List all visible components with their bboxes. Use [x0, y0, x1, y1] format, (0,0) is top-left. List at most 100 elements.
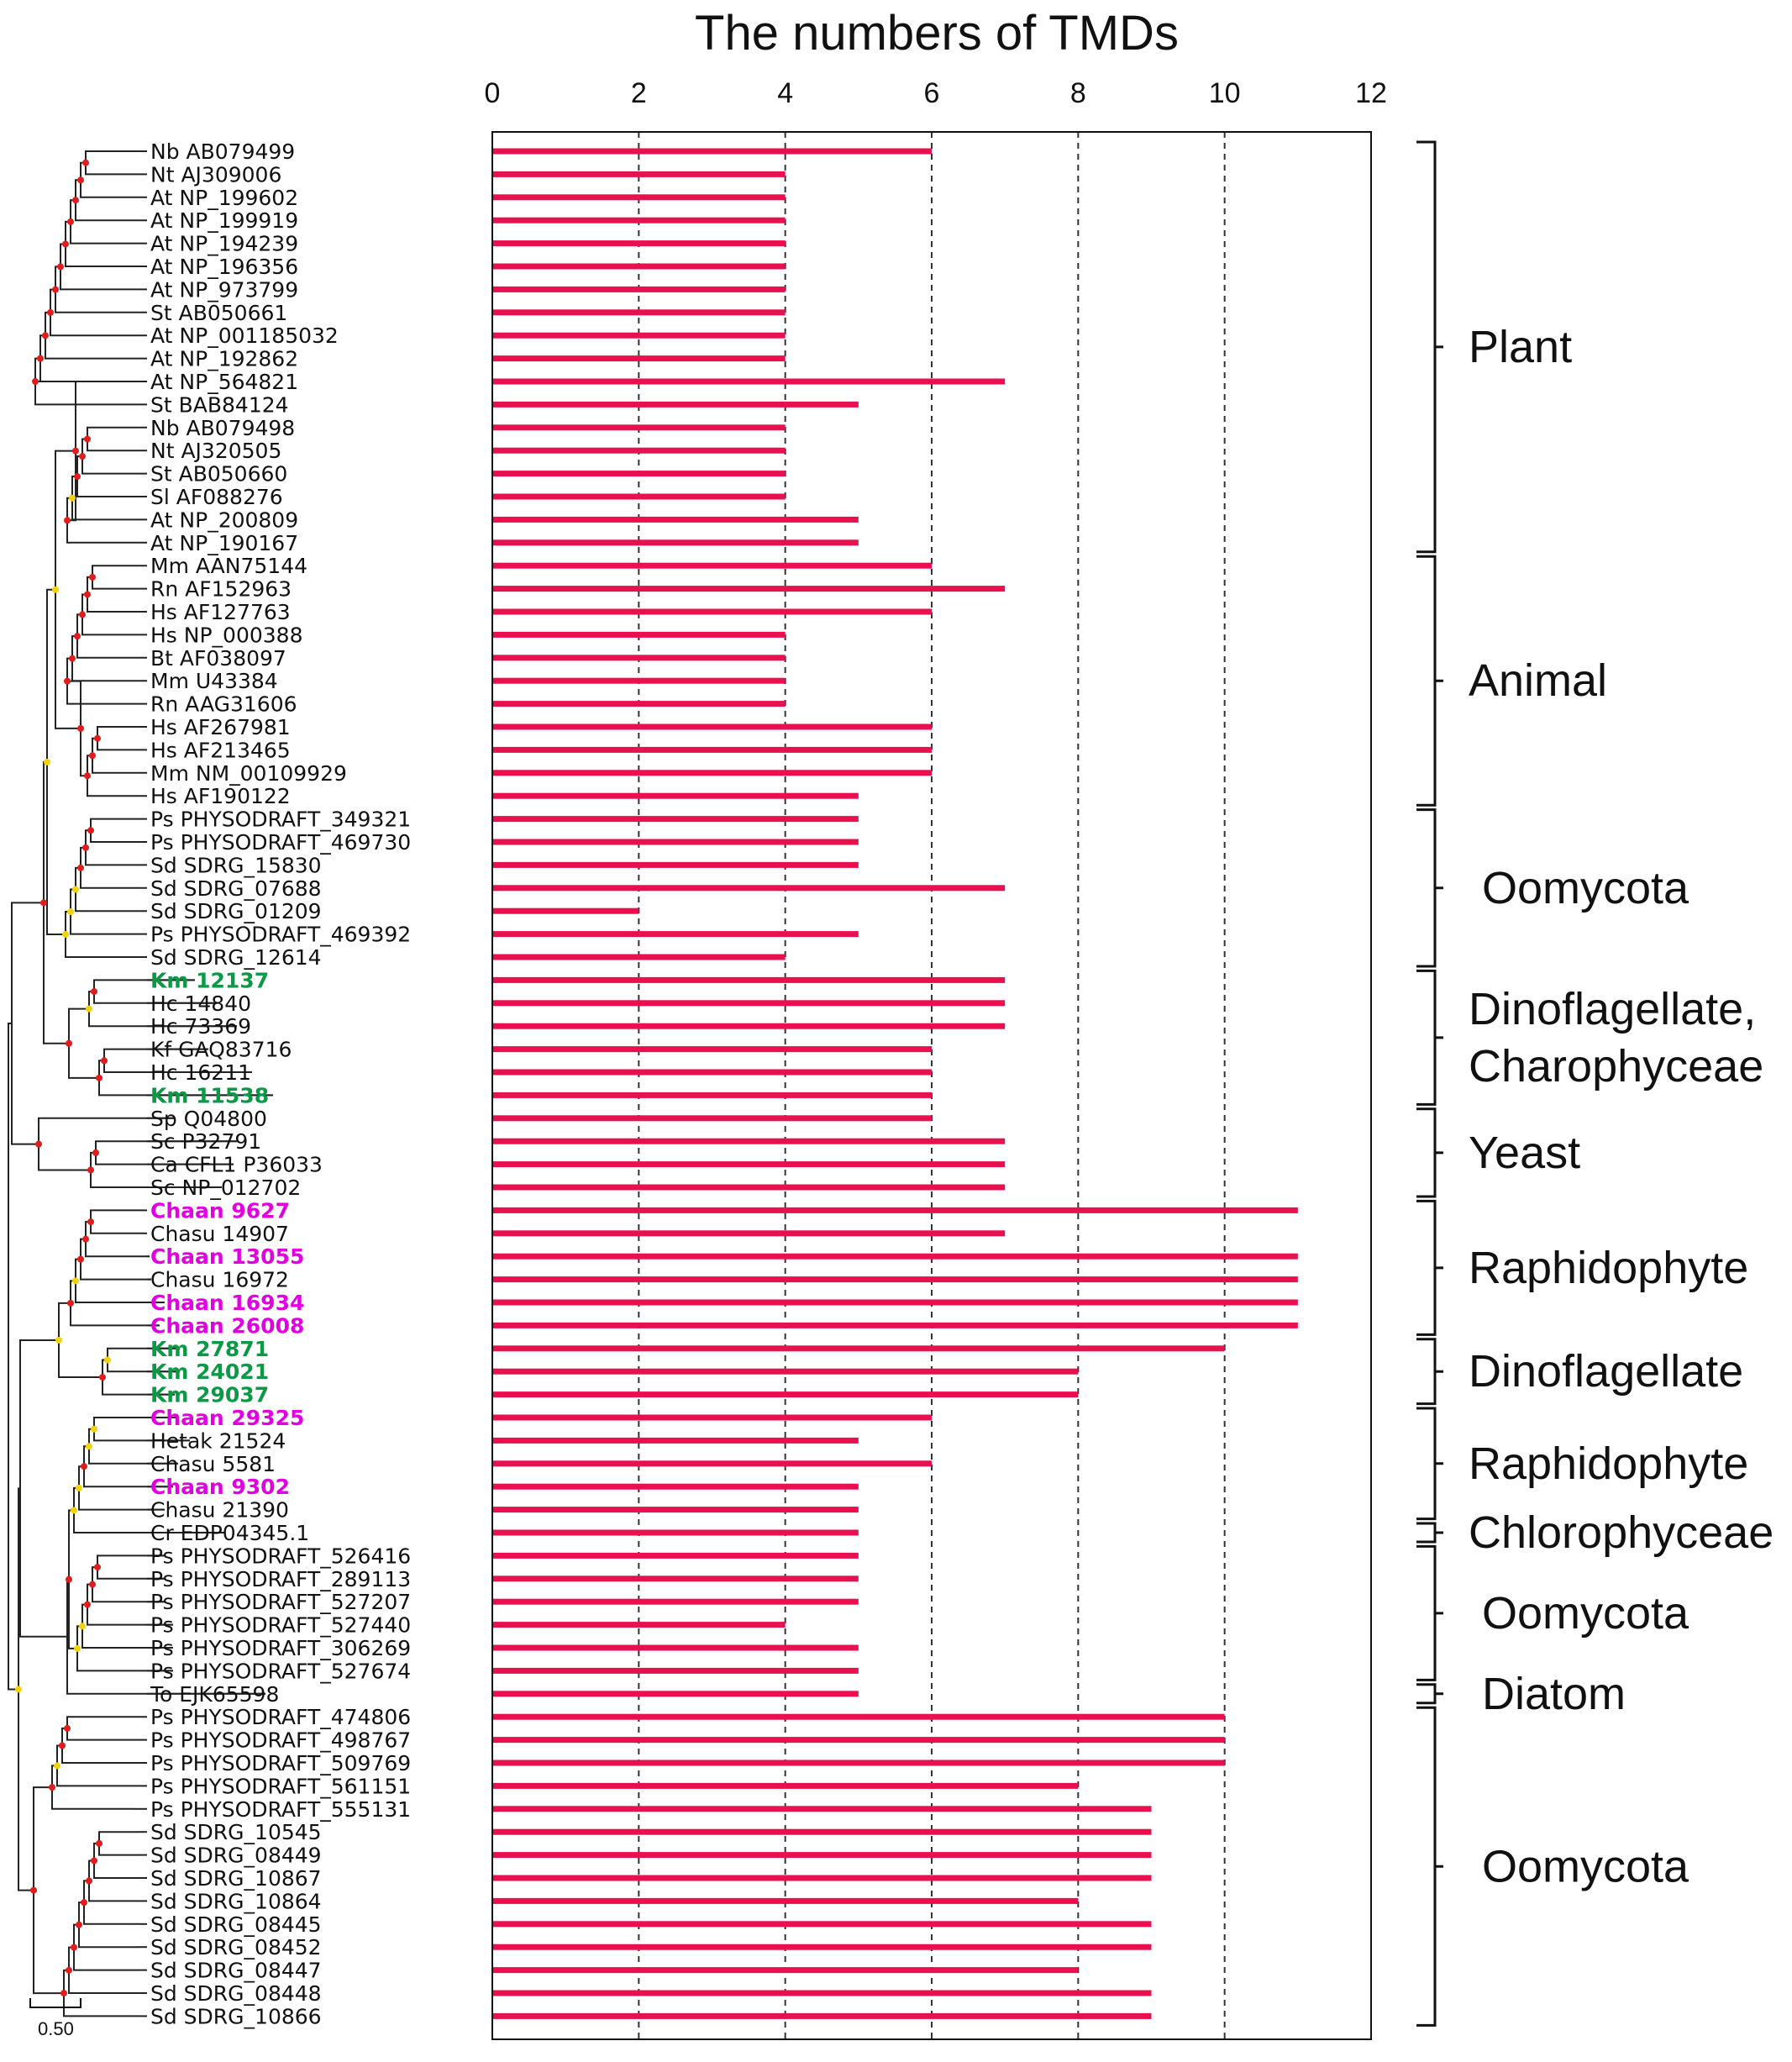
- tree-node: [77, 176, 84, 184]
- bar: [493, 770, 932, 776]
- tree-branch: [68, 1007, 99, 1079]
- tree-branch: [56, 1744, 139, 1787]
- group-label: Dinoflagellate: [1469, 1346, 1743, 1397]
- tree-branch: [51, 1765, 134, 1810]
- bar: [493, 1207, 1298, 1213]
- group-bracket: [1416, 1407, 1443, 1521]
- tree-node: [76, 1921, 82, 1928]
- bar: [493, 240, 786, 247]
- tree-node: [81, 1899, 87, 1907]
- tree-node: [76, 1484, 82, 1491]
- tree-node: [52, 286, 59, 293]
- bar: [493, 1460, 932, 1467]
- tree-node: [42, 332, 49, 339]
- bar: [493, 976, 1006, 983]
- tip-label: Chasu 14907: [150, 1222, 289, 1246]
- tree-node: [77, 864, 84, 871]
- tip-label: Mm NM_00109929: [150, 761, 347, 786]
- bar: [493, 608, 932, 615]
- tree-node: [66, 1575, 72, 1583]
- tree-node: [67, 218, 74, 225]
- tree-node: [77, 1255, 84, 1263]
- tree-node: [60, 1990, 67, 1997]
- x-axis: 0 2 4 6 8 10 12: [485, 77, 1387, 109]
- tree-node: [40, 899, 47, 907]
- tree-node: [30, 1886, 37, 1894]
- bar: [493, 586, 1006, 592]
- bar: [493, 746, 932, 753]
- tip-label: Hs AF267981: [150, 715, 291, 739]
- tip-label: Ps PHYSODRAFT_289113: [150, 1567, 411, 1591]
- bar: [493, 1828, 1152, 1835]
- group-bracket: [1416, 808, 1443, 968]
- tip-label: At NP_200809: [150, 508, 298, 532]
- group-label: Yeast: [1469, 1128, 1580, 1178]
- tree-node: [66, 1966, 72, 1974]
- tree-node: [15, 1686, 22, 1693]
- group-label: Animal: [1469, 655, 1607, 706]
- tip-label: Hc 16211: [150, 1060, 251, 1085]
- tree-node: [89, 1581, 96, 1588]
- bar: [493, 1622, 786, 1628]
- tip-label: Chaan 16934: [150, 1291, 304, 1315]
- tree-node: [92, 1149, 99, 1156]
- tree-node: [94, 1564, 101, 1571]
- tip-label: Sd SDRG_10864: [150, 1889, 322, 1913]
- tree-node: [32, 378, 39, 386]
- phylogenetic-tree: [8, 150, 273, 2017]
- bar: [493, 1322, 1298, 1328]
- tree-node: [35, 1140, 42, 1148]
- tree-node: [86, 1877, 92, 1885]
- group-bracket: [1416, 1683, 1443, 1705]
- tip-label: Km 12137: [150, 968, 269, 992]
- bar: [493, 1552, 859, 1559]
- tree-node: [87, 1166, 94, 1174]
- tip-label: Ps PHYSODRAFT_561151: [150, 1774, 411, 1798]
- tree-node: [84, 435, 91, 443]
- group-bracket: [1416, 555, 1443, 807]
- tree-node: [96, 1839, 102, 1847]
- tip-label: Hs AF190122: [150, 784, 291, 808]
- tip-label: Chaan 26008: [150, 1313, 304, 1338]
- tree-node: [66, 1039, 72, 1047]
- tip-label: Ps PHYSODRAFT_349321: [150, 807, 411, 832]
- tip-label: Sc NP_012702: [150, 1176, 301, 1200]
- tip-label: Sd SDRG_08448: [150, 1981, 322, 2006]
- tip-label: Ps PHYSODRAFT_527440: [150, 1613, 411, 1638]
- tip-label: Mm AAN75144: [150, 554, 307, 578]
- tree-node: [69, 494, 76, 502]
- tip-label: Hc 14840: [150, 992, 251, 1016]
- tree-node: [47, 308, 54, 316]
- tree-branch: [58, 1302, 102, 1379]
- grid-lines: [638, 132, 1226, 2039]
- tree-node: [96, 1074, 102, 1081]
- bar: [493, 171, 786, 177]
- tree-node: [99, 1374, 106, 1381]
- tip-label: Nb AB079498: [150, 416, 295, 440]
- tip-label: Km 29037: [150, 1383, 269, 1407]
- tree-node: [37, 355, 44, 362]
- tip-label: Cr EDP04345.1: [150, 1521, 309, 1545]
- tip-label: St AB050661: [150, 301, 287, 325]
- tip-label: Ps PHYSODRAFT_555131: [150, 1797, 411, 1822]
- tree-node: [82, 844, 89, 851]
- bar: [493, 631, 786, 638]
- tip-label: Ps PHYSODRAFT_306269: [150, 1636, 411, 1660]
- bar: [493, 263, 786, 270]
- tree-node: [67, 1299, 74, 1307]
- tree-node: [86, 1005, 92, 1013]
- bar: [493, 1944, 1152, 1950]
- tree-node: [72, 197, 79, 204]
- bar: [493, 539, 859, 546]
- tree-node: [64, 1724, 71, 1732]
- tip-label: Rn AF152963: [150, 577, 292, 602]
- tip-label: Sd SDRG_01209: [150, 899, 322, 923]
- bar: [493, 471, 786, 477]
- tree-node: [87, 1218, 94, 1226]
- tree-node: [91, 1425, 97, 1433]
- bar: [493, 355, 786, 362]
- tip-label: Sd SDRG_08449: [150, 1844, 322, 1868]
- tree-node: [67, 908, 74, 916]
- bar: [493, 1046, 932, 1053]
